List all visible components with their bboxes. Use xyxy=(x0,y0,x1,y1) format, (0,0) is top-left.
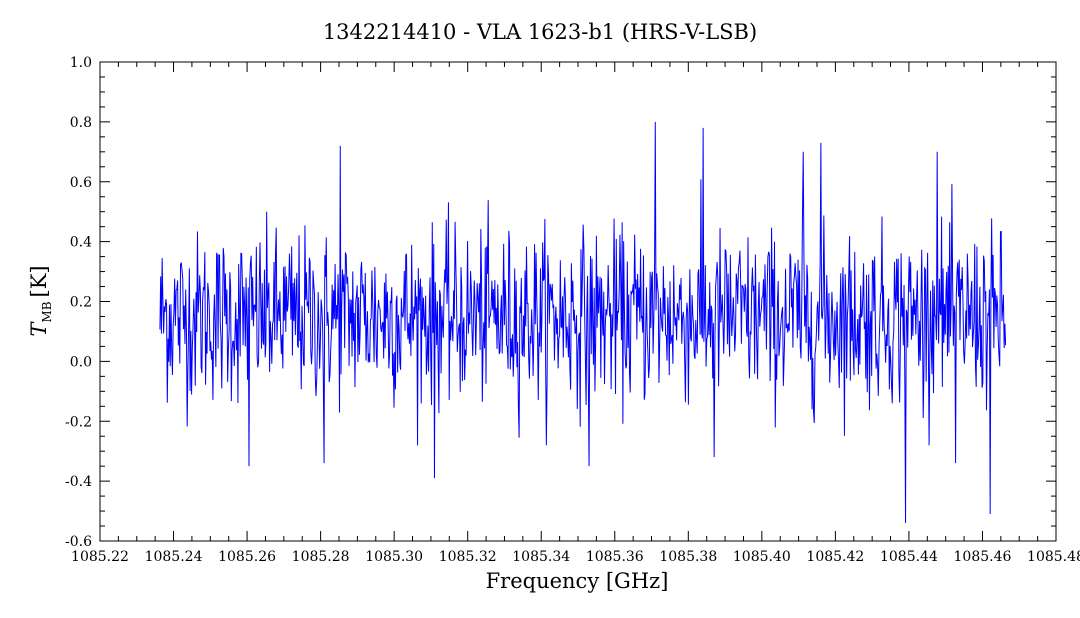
y-tick-label: -0.2 xyxy=(65,414,92,430)
svg-text:TMB[K]: TMB [K] xyxy=(27,265,54,336)
x-tick-label: 1085.22 xyxy=(71,549,129,565)
spectrum-series xyxy=(159,121,1007,524)
y-tick-label: -0.4 xyxy=(65,474,92,490)
x-tick-label: 1085.32 xyxy=(439,549,497,565)
y-tick-label: 0.8 xyxy=(70,115,92,131)
x-tick-label: 1085.24 xyxy=(145,549,203,565)
y-tick-label: -0.6 xyxy=(65,534,92,550)
y-tick-label: 0.4 xyxy=(70,235,92,251)
y-tick-label: 0.2 xyxy=(70,295,92,311)
x-tick-label: 1085.36 xyxy=(586,549,644,565)
x-tick-label: 1085.42 xyxy=(806,549,864,565)
y-tick-label: 0.0 xyxy=(70,354,92,370)
x-tick-label: 1085.48 xyxy=(1027,549,1080,565)
x-axis-ticks: 1085.22 1085.24 1085.26 1085.28 1085.30 1085.… xyxy=(71,62,1080,565)
y-axis-ticks: -0.6 -0.4 -0.2 0.0 0.2 0.4 0.6 0.8 1.0 xyxy=(65,55,1056,550)
x-tick-label: 1085.44 xyxy=(880,549,938,565)
y-tick-label: 0.6 xyxy=(70,175,92,191)
y-axis-label-main: T xyxy=(27,321,51,337)
x-tick-label: 1085.46 xyxy=(954,549,1012,565)
y-axis-label-unit: [K] xyxy=(27,265,51,297)
chart-title: 1342214410 - VLA 1623-b1 (HRS-V-LSB) xyxy=(323,20,757,44)
y-axis-label-sub: MB xyxy=(40,301,54,322)
x-tick-label: 1085.38 xyxy=(659,549,717,565)
x-tick-label: 1085.28 xyxy=(292,549,350,565)
y-axis-label: TMB [K] xyxy=(27,265,54,336)
spectrum-line xyxy=(159,121,1007,524)
x-tick-label: 1085.40 xyxy=(733,549,791,565)
x-tick-label: 1085.34 xyxy=(512,549,570,565)
x-tick-label: 1085.30 xyxy=(365,549,423,565)
x-tick-label: 1085.26 xyxy=(218,549,276,565)
y-tick-label: 1.0 xyxy=(70,55,92,71)
x-axis-label: Frequency [GHz] xyxy=(486,569,669,593)
